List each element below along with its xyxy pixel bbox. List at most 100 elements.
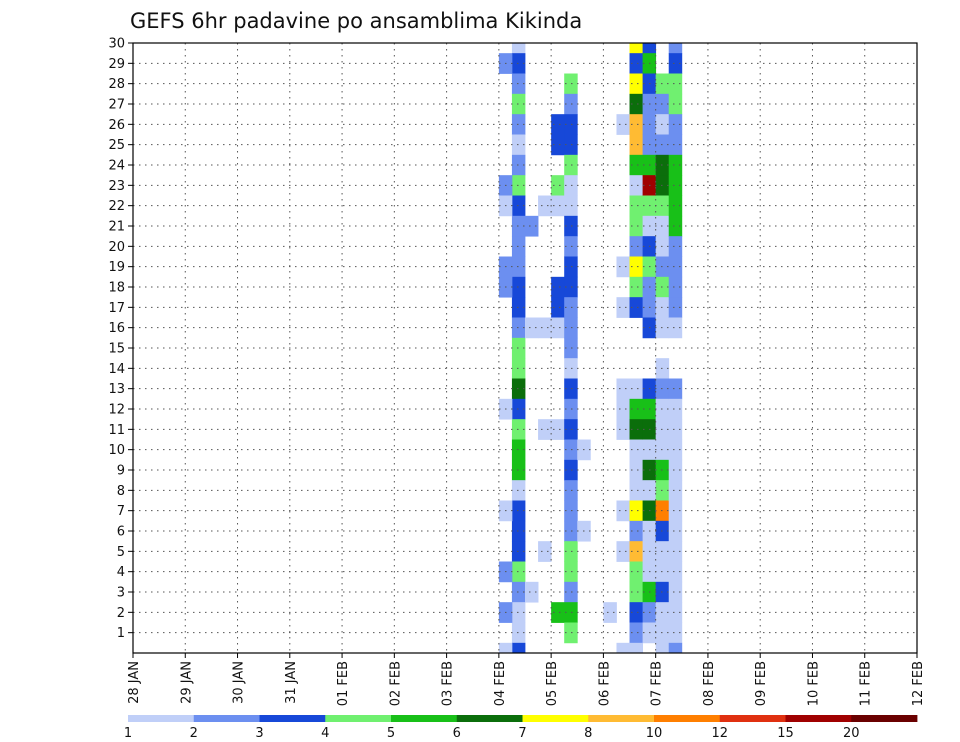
colorbar-label: 12 — [712, 726, 729, 741]
heatmap-cell — [551, 134, 565, 156]
heatmap-cell — [629, 439, 643, 461]
colorbar-swatch — [325, 715, 392, 722]
heatmap-cell — [551, 419, 565, 440]
heatmap-cell — [538, 195, 552, 217]
y-tick-label: 11 — [108, 423, 125, 438]
colorbar-legend: 1 2 3 4 5 6 7 8 10 12 15 20 — [124, 715, 918, 741]
heatmap-cell — [551, 602, 565, 623]
heatmap-cell — [629, 642, 643, 654]
heatmap-cell — [564, 602, 578, 623]
heatmap-cell — [668, 134, 683, 156]
heatmap-cell — [629, 541, 643, 562]
y-tick-label: 16 — [108, 321, 125, 336]
heatmap-cell — [668, 154, 683, 176]
heatmap-cell — [629, 93, 643, 115]
heatmap-cell — [564, 134, 578, 156]
heatmap-cell — [511, 215, 526, 237]
heatmap-cell — [629, 378, 643, 400]
heatmap-cell — [564, 398, 578, 420]
x-tick-label: 02 FEB — [388, 661, 403, 706]
heatmap-cell — [564, 297, 578, 318]
y-tick-label: 18 — [108, 281, 125, 296]
heatmap-cell — [511, 398, 526, 420]
heatmap-cell — [511, 378, 526, 400]
heatmap-cell — [511, 500, 526, 522]
colorbar-swatch — [785, 715, 852, 722]
y-tick-label: 8 — [117, 484, 125, 499]
colorbar-swatch — [851, 715, 918, 722]
x-axis: 28 JAN 29 JAN 30 JAN 31 JAN 01 FEB 02 FEB 03 F… — [127, 653, 926, 706]
heatmap-cell — [511, 175, 526, 196]
heatmap-cell — [629, 520, 643, 542]
heatmap-cell — [629, 398, 643, 420]
heatmap-cell — [668, 73, 683, 95]
y-tick-label: 24 — [108, 159, 125, 174]
heatmap-cell — [668, 195, 683, 217]
y-tick-label: 22 — [108, 199, 125, 214]
heatmap-cell — [551, 317, 565, 339]
heatmap-cell — [564, 622, 578, 644]
heatmap-cell — [564, 73, 578, 95]
heatmap-cell — [511, 256, 526, 278]
y-tick-label: 29 — [108, 57, 125, 72]
heatmap-cell — [564, 256, 578, 278]
heatmap-cell — [616, 419, 630, 440]
x-tick-label: 30 JAN — [232, 661, 247, 704]
heatmap-cell — [668, 622, 683, 644]
heatmap-cell — [511, 642, 526, 654]
colorbar-label: 8 — [584, 726, 592, 741]
chart-title: GEFS 6hr padavine po ansamblima Kikinda — [130, 9, 582, 33]
heatmap-cell — [616, 398, 630, 420]
y-tick-label: 3 — [117, 586, 125, 601]
heatmap-cell — [511, 73, 526, 95]
colorbar-label: 2 — [190, 726, 198, 741]
heatmap-cell — [564, 154, 578, 176]
heatmap-cell — [564, 317, 578, 339]
heatmap-cell — [629, 602, 643, 623]
heatmap-cell — [498, 642, 513, 654]
y-tick-label: 19 — [108, 260, 125, 275]
heatmap-cell — [616, 642, 630, 654]
colorbar-label: 3 — [255, 726, 263, 741]
heatmap-cell — [668, 541, 683, 562]
heatmap-cell — [564, 581, 578, 603]
colorbar-label: 4 — [321, 726, 329, 741]
heatmap-cell — [668, 114, 683, 135]
heatmap-cell — [564, 480, 578, 501]
heatmap-cell — [629, 43, 643, 54]
heatmap-cell — [629, 236, 643, 257]
heatmap-cell — [564, 195, 578, 217]
x-tick-label: 06 FEB — [597, 661, 612, 706]
heatmap-cell — [511, 297, 526, 318]
heatmap-cell — [629, 459, 643, 481]
y-tick-label: 20 — [108, 240, 125, 255]
heatmap-cell — [538, 541, 552, 562]
heatmap-cell — [564, 419, 578, 440]
heatmap-cell — [564, 561, 578, 583]
heatmap-cell — [564, 114, 578, 135]
colorbar-swatch — [128, 715, 195, 722]
heatmap-cell — [511, 520, 526, 542]
x-tick-label: 08 FEB — [702, 661, 717, 706]
heatmap-cell — [511, 195, 526, 217]
heatmap-cell — [538, 317, 552, 339]
heatmap-cell — [551, 195, 565, 217]
heatmap-cell — [629, 561, 643, 583]
heatmap-cell — [629, 215, 643, 237]
y-tick-label: 28 — [108, 77, 125, 92]
heatmap-cell — [564, 276, 578, 298]
heatmap-cell — [551, 175, 565, 196]
heatmap-cell — [629, 154, 643, 176]
heatmap-cell — [668, 642, 683, 654]
x-tick-label: 10 FEB — [807, 661, 822, 706]
colorbar-label: 6 — [453, 726, 461, 741]
heatmap-cell — [655, 642, 670, 654]
y-tick-label: 26 — [108, 118, 125, 133]
x-tick-label: 11 FEB — [859, 661, 874, 706]
heatmap-cell — [511, 93, 526, 115]
colorbar-swatch — [588, 715, 655, 722]
heatmap-cell — [511, 43, 526, 54]
colorbar-swatch — [193, 715, 260, 722]
colorbar-label: 1 — [124, 726, 132, 741]
colorbar-label: 5 — [387, 726, 395, 741]
